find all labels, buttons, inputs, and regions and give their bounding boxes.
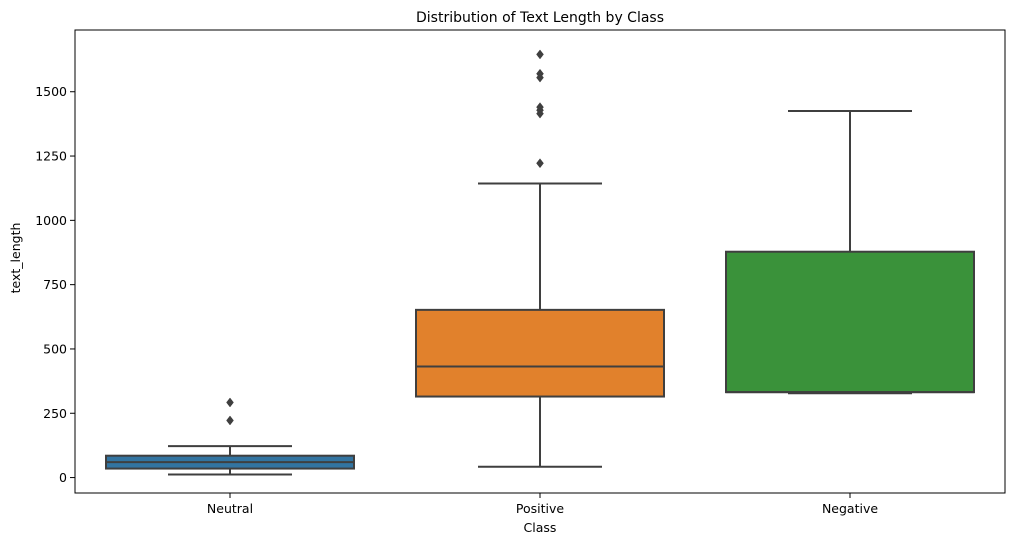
box-positive — [415, 308, 665, 398]
outlier-point — [536, 158, 544, 169]
y-tick-label: 0 — [59, 470, 67, 485]
y-tick-label: 1500 — [35, 84, 67, 99]
y-tick-label: 750 — [43, 277, 67, 292]
y-tick-label: 500 — [43, 341, 67, 356]
y-tick-label: 250 — [43, 406, 67, 421]
x-tick-label: Positive — [516, 501, 564, 516]
outlier-point — [536, 49, 544, 60]
y-tick-label: 1250 — [35, 149, 67, 164]
x-tick-label: Neutral — [207, 501, 253, 516]
outlier-point — [536, 102, 544, 113]
outlier-point — [536, 68, 544, 79]
plot-area — [105, 49, 975, 476]
x-axis-label: Class — [524, 520, 557, 535]
outlier-point — [226, 397, 234, 408]
box-negative — [725, 250, 975, 394]
y-tick-label: 1000 — [35, 213, 67, 228]
outlier-point — [226, 415, 234, 426]
chart-title: Distribution of Text Length by Class — [416, 10, 664, 26]
x-tick-label: Negative — [822, 501, 878, 516]
y-axis-label: text_length — [8, 223, 23, 294]
